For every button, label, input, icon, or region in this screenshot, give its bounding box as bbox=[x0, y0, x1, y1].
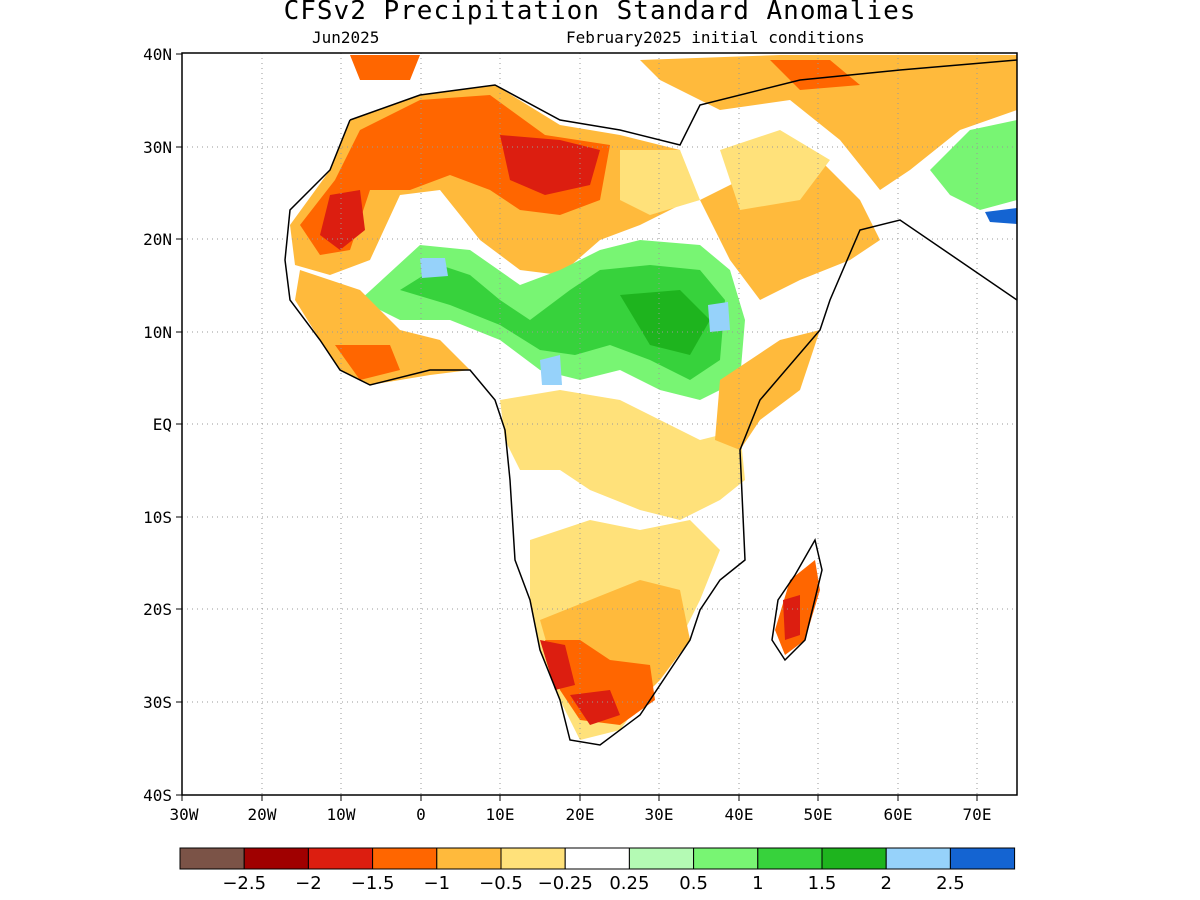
anomaly-region bbox=[420, 258, 448, 278]
anomaly-region bbox=[640, 55, 1017, 190]
lat-tick-marks bbox=[176, 53, 182, 796]
lon-label: 50E bbox=[804, 805, 833, 824]
anomaly-region bbox=[540, 355, 562, 385]
anomaly-region bbox=[500, 135, 600, 195]
anomaly-region bbox=[335, 345, 400, 380]
colorbar-label: 2.5 bbox=[936, 873, 965, 894]
lat-label: 40S bbox=[143, 786, 172, 805]
colorbar-label: −2 bbox=[295, 873, 322, 894]
lat-label: 20N bbox=[143, 230, 172, 249]
colorbar-swatch bbox=[179, 847, 245, 870]
colorbar-swatch bbox=[628, 847, 695, 870]
colorbar-label: −1 bbox=[424, 873, 451, 894]
initial-conditions: February2025 initial conditions bbox=[566, 28, 865, 47]
colorbar-swatch bbox=[757, 847, 823, 870]
colorbar-labels: −2.5 −2 −1.5 −1 −0.5 −0.25 0.25 0.5 1 1.5 2 2.5 bbox=[222, 873, 964, 894]
lon-label: 40E bbox=[725, 805, 754, 824]
colorbar-label: −0.5 bbox=[479, 873, 523, 894]
colorbar-swatch bbox=[372, 847, 438, 870]
colorbar-swatch bbox=[436, 847, 502, 870]
lat-label: 10S bbox=[143, 508, 172, 527]
colorbar-label: 0.5 bbox=[679, 873, 708, 894]
lon-label: 30W bbox=[170, 805, 199, 824]
colorbar-label: 1.5 bbox=[808, 873, 837, 894]
lon-label: 60E bbox=[884, 805, 913, 824]
africa-coastline bbox=[284, 59, 1018, 746]
anomaly-field bbox=[285, 55, 1017, 745]
colorbar-swatch bbox=[821, 847, 887, 870]
colorbar-swatches bbox=[179, 847, 1016, 870]
colorbar: −2.5 −2 −1.5 −1 −0.5 −0.25 0.25 0.5 1 1.5 2 2.5 bbox=[179, 847, 1016, 894]
colorbar-label: −1.5 bbox=[351, 873, 395, 894]
lat-label: EQ bbox=[153, 415, 172, 434]
colorbar-swatch bbox=[307, 847, 374, 870]
colorbar-swatch bbox=[500, 847, 566, 870]
lon-label: 0 bbox=[416, 805, 426, 824]
colorbar-swatch bbox=[243, 847, 309, 870]
anomaly-region bbox=[545, 640, 655, 725]
anomaly-region bbox=[300, 95, 610, 255]
colorbar-swatch bbox=[693, 847, 759, 870]
anomaly-region bbox=[350, 55, 420, 80]
anomaly-region bbox=[620, 290, 710, 355]
lon-label: 30E bbox=[645, 805, 674, 824]
lat-label: 10N bbox=[143, 323, 172, 342]
anomaly-region bbox=[783, 595, 800, 640]
lat-label: 40N bbox=[143, 45, 172, 64]
anomaly-region bbox=[570, 690, 620, 725]
lon-tick-marks bbox=[181, 795, 978, 801]
colorbar-label: 2 bbox=[880, 873, 891, 894]
anomaly-region bbox=[320, 190, 365, 250]
anomaly-region bbox=[500, 390, 745, 520]
lat-label: 30S bbox=[143, 693, 172, 712]
lon-label: 10E bbox=[486, 805, 515, 824]
colorbar-swatch bbox=[949, 847, 1016, 870]
anomaly-region bbox=[708, 302, 730, 332]
colorbar-swatch bbox=[564, 847, 630, 870]
colorbar-label: 1 bbox=[752, 873, 763, 894]
lon-label: 20W bbox=[248, 805, 277, 824]
chart-title: CFSv2 Precipitation Standard Anomalies bbox=[283, 0, 917, 26]
anomaly-region bbox=[985, 208, 1017, 224]
colorbar-label: −2.5 bbox=[222, 873, 266, 894]
anomaly-region bbox=[720, 130, 830, 210]
anomaly-region bbox=[930, 120, 1017, 210]
anomaly-region bbox=[295, 270, 470, 385]
lat-label: 30N bbox=[143, 138, 172, 157]
colorbar-label: −0.25 bbox=[538, 873, 593, 894]
anomaly-region bbox=[540, 640, 575, 690]
anomaly-region bbox=[620, 150, 700, 215]
lon-label: 10W bbox=[327, 805, 356, 824]
lon-label: 70E bbox=[963, 805, 992, 824]
forecast-month: Jun2025 bbox=[312, 28, 380, 47]
madagascar-coastline bbox=[771, 537, 823, 662]
colorbar-label: 0.25 bbox=[609, 873, 649, 894]
map-grid bbox=[182, 53, 1017, 795]
lat-label: 20S bbox=[143, 600, 172, 619]
lon-label: 20E bbox=[566, 805, 595, 824]
colorbar-swatch bbox=[885, 847, 951, 870]
